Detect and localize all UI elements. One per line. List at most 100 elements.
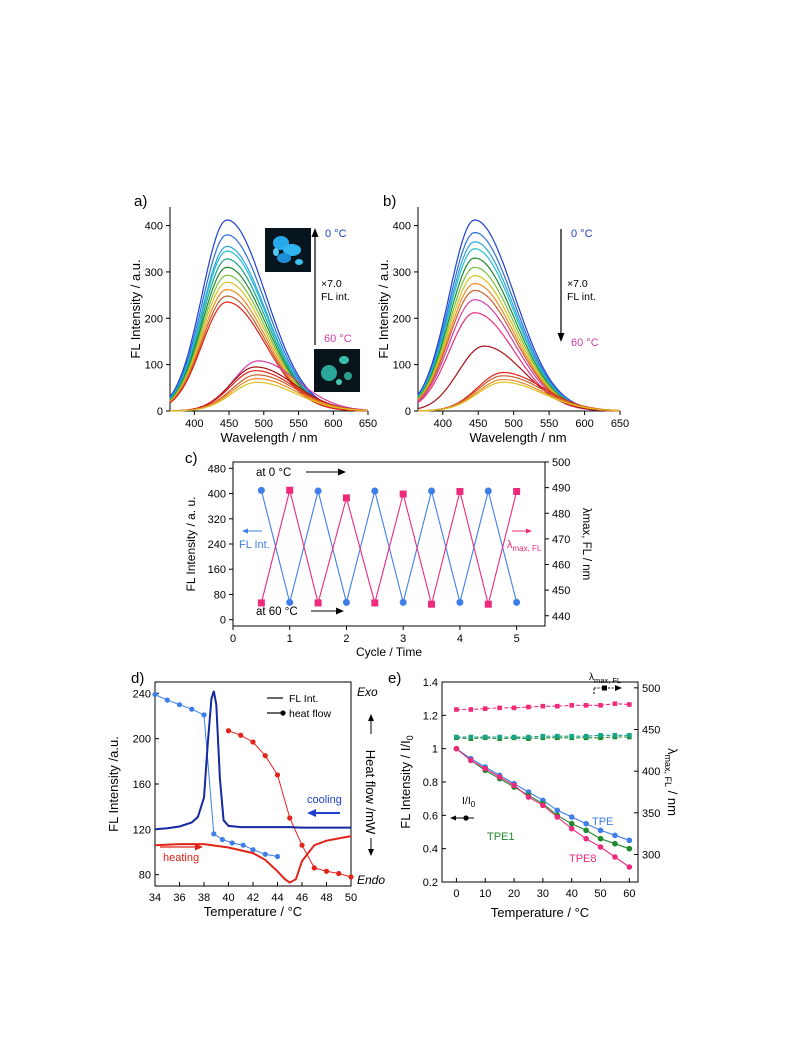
y-axis-label: FL Intensity / a. u.	[184, 497, 198, 592]
x-tick-label: 600	[324, 418, 342, 430]
panel-a: 400 450 500 550 600 650 0 100 200 300 400 Waveleng…	[128, 207, 377, 445]
data-point	[250, 847, 256, 853]
y-right-tick-label: 470	[552, 534, 570, 546]
arrow-right-icon	[615, 685, 622, 691]
data-point	[189, 706, 195, 712]
data-point	[612, 854, 618, 860]
y-axis-right-label: λmax, FL / nm	[580, 508, 592, 580]
data-point	[262, 753, 268, 759]
arrow-right-icon	[338, 468, 346, 476]
data-point	[569, 703, 575, 708]
y-tick-label: 200	[393, 313, 411, 325]
y-right-tick-label: 500	[552, 457, 570, 469]
data-point	[511, 782, 517, 789]
data-point	[612, 832, 618, 839]
x-tick-label: 650	[359, 418, 377, 430]
data-point	[597, 844, 604, 850]
data-point	[428, 600, 436, 608]
data-point	[612, 733, 618, 738]
y-tick-label: 400	[393, 221, 411, 233]
data-point	[554, 733, 560, 739]
y-tick-label: 300	[393, 267, 411, 279]
y-tick-label: 1.2	[423, 710, 438, 722]
data-point	[568, 825, 575, 832]
exo-label: Exo	[357, 685, 378, 699]
x-tick-label: 34	[149, 892, 161, 904]
data-point	[583, 827, 589, 834]
y-tick-label: 120	[133, 824, 151, 836]
x-tick-label: 40	[222, 892, 234, 904]
data-point	[482, 765, 489, 772]
y-right-tick-label: 460	[552, 560, 570, 572]
data-point	[468, 757, 474, 764]
x-tick-label: 1	[287, 633, 293, 645]
y-tick-label: 1	[432, 744, 438, 756]
data-point	[399, 598, 407, 606]
data-point	[497, 705, 502, 711]
data-point	[482, 734, 488, 740]
panel-label-a: a)	[134, 193, 147, 210]
data-point	[456, 487, 464, 495]
y-tick-label: 300	[145, 267, 163, 279]
label-0c: 0 °C	[325, 228, 347, 240]
x-tick-label: 30	[537, 888, 549, 900]
data-point	[348, 874, 354, 880]
plot-frame	[232, 461, 546, 627]
y-tick-label: 400	[145, 221, 163, 233]
y-axis-label: FL Intensity / a.u.	[376, 259, 391, 358]
data-point	[598, 733, 603, 738]
y-axis-label: FL Intensity / a.u.	[128, 259, 143, 358]
data-point	[583, 703, 589, 708]
y-tick-label: 1.4	[423, 677, 438, 689]
data-point	[597, 827, 604, 834]
ratio-marker	[463, 815, 469, 821]
x-tick-label: 550	[540, 418, 558, 430]
legend-fl-int: FL Int.	[289, 693, 318, 705]
panel-label-b: b)	[383, 193, 396, 210]
legend-heat-marker	[280, 710, 286, 716]
x-axis-label: Temperature / °C	[491, 905, 589, 920]
x-tick-label: 3	[400, 633, 406, 645]
series-line-2	[154, 690, 351, 831]
data-point	[323, 868, 330, 874]
spectrum-line-13	[417, 375, 620, 412]
data-point	[598, 703, 603, 708]
y-axis-right-label: Heat flow /mW	[363, 750, 378, 835]
y-tick-label: 80	[214, 589, 226, 601]
spectrum-line-16	[170, 381, 368, 412]
data-point	[229, 840, 235, 846]
heating-label: heating	[163, 852, 199, 864]
data-point	[314, 487, 322, 495]
y-tick-label: 0.4	[423, 844, 438, 856]
y-right-tick-label: 350	[642, 808, 660, 820]
x-axis-label: Wavelength / nm	[469, 430, 566, 445]
x-tick-label: 60	[623, 888, 635, 900]
data-point	[626, 837, 633, 844]
label-tpe1: TPE1	[487, 831, 515, 843]
x-axis-label: Cycle / Time	[356, 645, 422, 659]
data-point	[626, 845, 633, 852]
x-tick-label: 50	[594, 888, 606, 900]
data-point	[219, 836, 225, 843]
y-tick-label: 100	[145, 360, 163, 372]
y-tick-label: 200	[145, 313, 163, 325]
data-point	[371, 487, 379, 495]
x-tick-label: 44	[271, 892, 283, 904]
data-point	[627, 702, 632, 707]
legend-lambda: λmax, FL	[507, 539, 542, 553]
y-tick-label: 100	[393, 360, 411, 372]
x-axis-label: Temperature / °C	[204, 904, 302, 919]
x-tick-label: 600	[575, 418, 593, 430]
x-tick-label: 450	[469, 418, 487, 430]
data-point	[598, 735, 603, 741]
data-point	[496, 774, 503, 780]
x-tick-label: 50	[345, 892, 357, 904]
cooling-label: cooling	[307, 794, 342, 806]
endo-label: Endo	[357, 873, 385, 887]
series-line-3	[154, 835, 352, 884]
y-right-tick-label: 490	[552, 483, 570, 495]
data-point	[540, 733, 546, 739]
crystal-image-green	[314, 349, 360, 392]
data-point	[626, 864, 633, 870]
panel-label-e: e)	[388, 670, 401, 687]
